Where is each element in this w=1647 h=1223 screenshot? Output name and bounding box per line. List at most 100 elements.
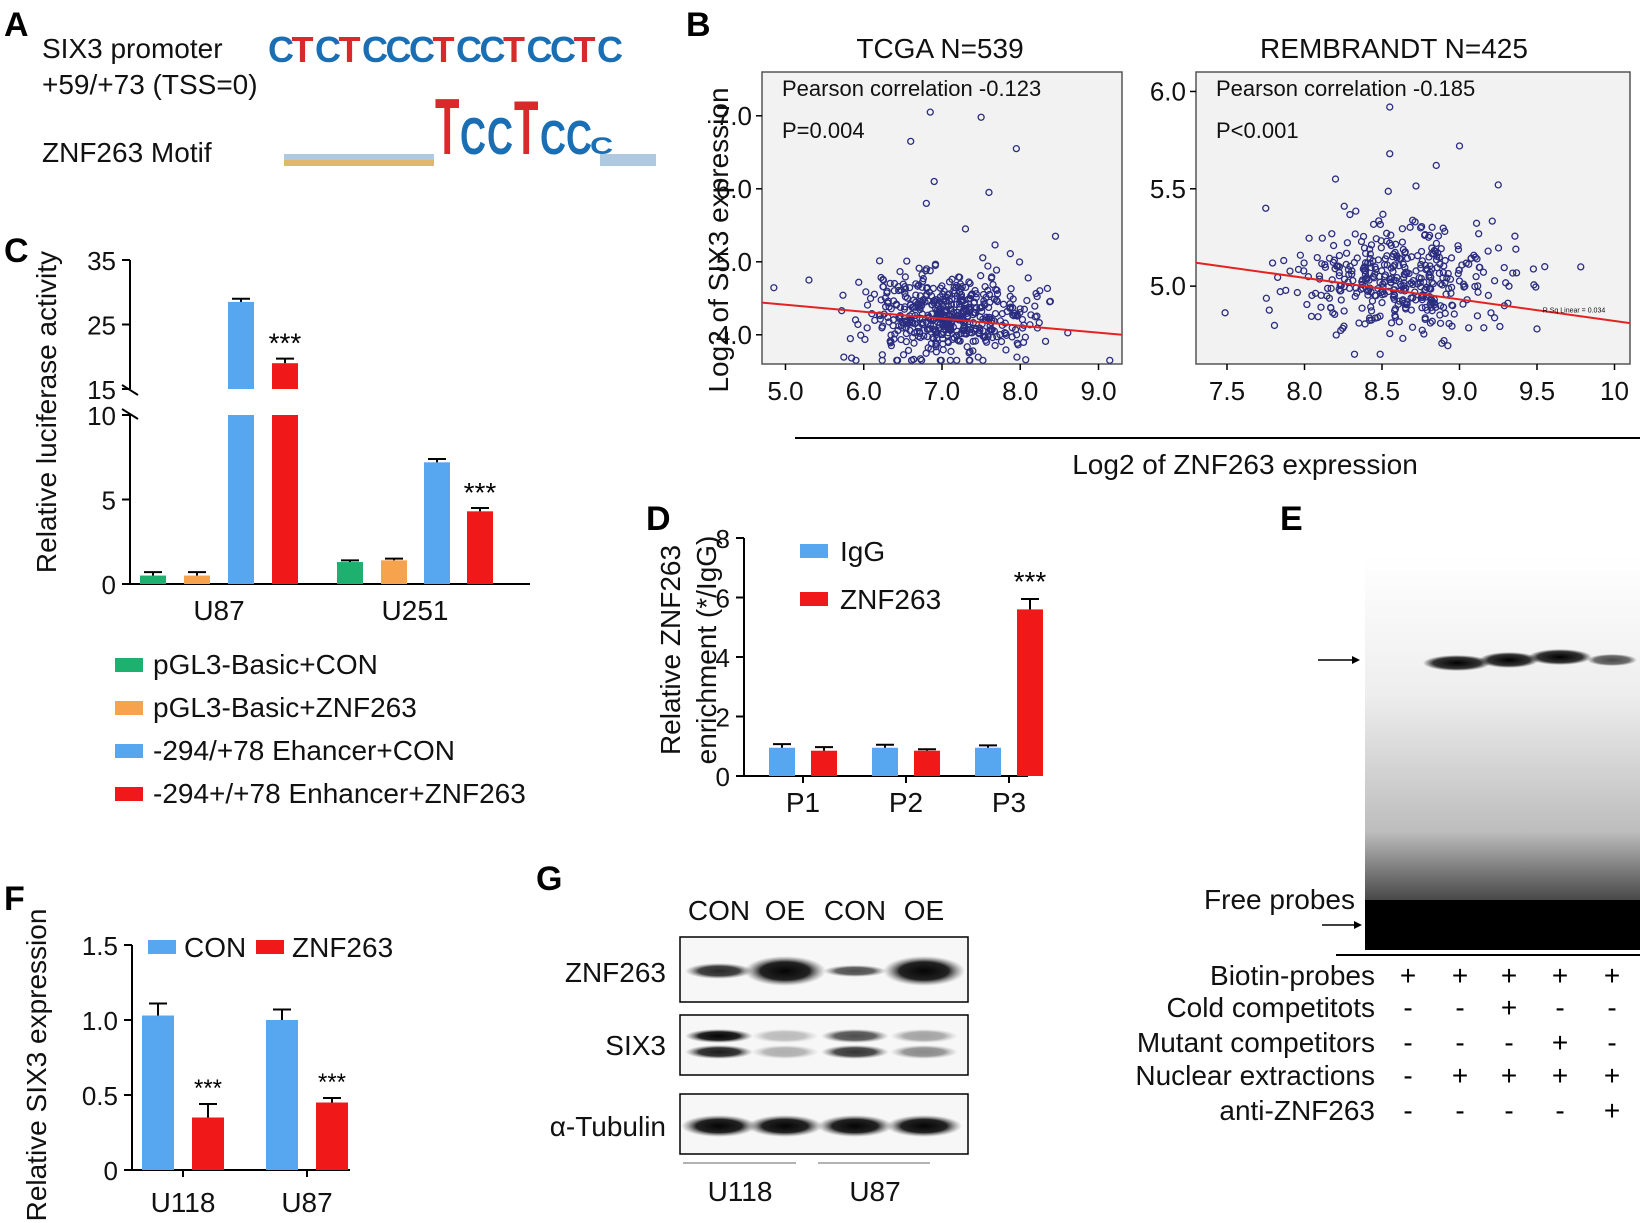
emsa-mark: + <box>1604 960 1620 991</box>
y-tick-label: 2 <box>716 703 730 733</box>
scatter-point <box>925 288 934 296</box>
emsa-mark: + <box>1552 1060 1568 1091</box>
scatter-point <box>979 254 987 262</box>
p-value-annotation: P<0.001 <box>1216 118 1299 143</box>
scatter-point <box>991 309 1000 318</box>
scatter-point <box>863 324 871 332</box>
scatter-point <box>999 300 1008 308</box>
scatter-point <box>1021 333 1030 341</box>
scatter-point <box>870 290 879 298</box>
scatter-point <box>1425 271 1433 279</box>
emsa-mark: + <box>1501 992 1517 1023</box>
scatter-point <box>1380 261 1389 269</box>
scatter-point <box>1360 266 1369 275</box>
scatter-point <box>1331 310 1339 319</box>
scatter-point <box>1449 302 1457 310</box>
scatter-point <box>1221 309 1229 317</box>
motif-letter: T <box>435 83 459 172</box>
six3-band-upper <box>751 1029 819 1043</box>
luciferase-y-axis-label: Relative luciferase activity <box>31 251 62 573</box>
scatter-point <box>1465 324 1473 332</box>
scatter-point <box>1399 260 1407 269</box>
scatter-point <box>1391 240 1400 248</box>
emsa-mark: + <box>1400 960 1416 991</box>
bar <box>140 575 166 584</box>
scatter-point <box>857 331 865 339</box>
scatter-point <box>945 278 954 286</box>
scatter-point <box>1022 356 1030 364</box>
emsa-mark: - <box>1607 992 1616 1023</box>
scatter-point <box>1342 249 1351 257</box>
scatter-point <box>1399 334 1407 343</box>
scatter-point <box>915 264 923 272</box>
sequence-letter: C <box>386 29 412 70</box>
emsa-mark: - <box>1504 1095 1513 1126</box>
scatter-point <box>1432 256 1441 264</box>
scatter-point <box>915 281 923 289</box>
scatter-point <box>1512 269 1521 277</box>
bar <box>811 750 837 776</box>
bar <box>272 363 298 389</box>
scatter-point <box>904 346 913 355</box>
scatter-point <box>1390 291 1399 300</box>
scatter-point <box>961 225 970 233</box>
scatter-point <box>987 326 996 334</box>
scatter-point <box>1367 307 1376 315</box>
scatter-point <box>894 283 902 291</box>
scatter-point <box>1386 103 1394 111</box>
scatter-point <box>1500 263 1508 272</box>
scatter-point <box>992 266 1001 274</box>
legend-swatch-znf263 <box>800 592 828 606</box>
y-tick-label: 5.0 <box>716 247 752 277</box>
scatter-point <box>1471 282 1479 291</box>
legend-igg: IgG <box>840 536 885 567</box>
scatter-point <box>1418 257 1426 265</box>
scatter-point <box>1399 245 1407 254</box>
panel-label-c: C <box>4 232 29 270</box>
scatter-point <box>988 333 997 342</box>
x-tick-label: 7.5 <box>1209 376 1245 406</box>
legend-swatch-blue <box>115 744 143 758</box>
significance-marker: *** <box>269 328 302 359</box>
panel-label-e: E <box>1280 500 1303 538</box>
gel-background <box>1365 555 1640 950</box>
motif-letter: C <box>590 132 613 159</box>
group-label: U118 <box>708 1176 773 1207</box>
regression-line <box>761 301 1123 336</box>
scatter-point <box>886 279 894 288</box>
scatter-point <box>946 356 955 365</box>
scatter-point <box>1454 269 1462 278</box>
six3-band-lower <box>685 1045 753 1059</box>
scatter-point <box>927 292 936 300</box>
category-label: U251 <box>382 595 449 626</box>
scatter-point <box>839 291 847 299</box>
scatter-point <box>1317 303 1325 311</box>
scatter-point <box>1421 285 1430 294</box>
scatter-point <box>1015 258 1024 266</box>
scatter-point <box>1328 230 1336 238</box>
scatter-point <box>940 287 948 295</box>
motif-low-letters-2 <box>284 160 434 166</box>
scatter-point <box>985 188 993 197</box>
scatter-point <box>1484 291 1493 300</box>
scatter-point <box>1490 277 1499 285</box>
scatter-point <box>1512 245 1520 253</box>
scatter-point <box>1383 229 1391 237</box>
scatter-point <box>1403 254 1412 263</box>
znf263-band <box>823 965 887 977</box>
shift-band-lane5 <box>1587 654 1637 666</box>
scatter-point <box>852 356 860 365</box>
bar <box>337 562 363 584</box>
emsa-mark: + <box>1501 1060 1517 1091</box>
scatter-point <box>899 351 908 359</box>
scatter-point <box>1314 313 1322 321</box>
bar <box>192 1117 224 1170</box>
scatter-point <box>992 296 1001 304</box>
scatter-point <box>1440 262 1448 270</box>
scatter-point <box>1344 278 1352 286</box>
scatter-point <box>1441 279 1449 287</box>
scatter-point <box>1331 175 1340 183</box>
scatter-point <box>1351 292 1359 301</box>
scatter-point <box>1006 304 1014 312</box>
